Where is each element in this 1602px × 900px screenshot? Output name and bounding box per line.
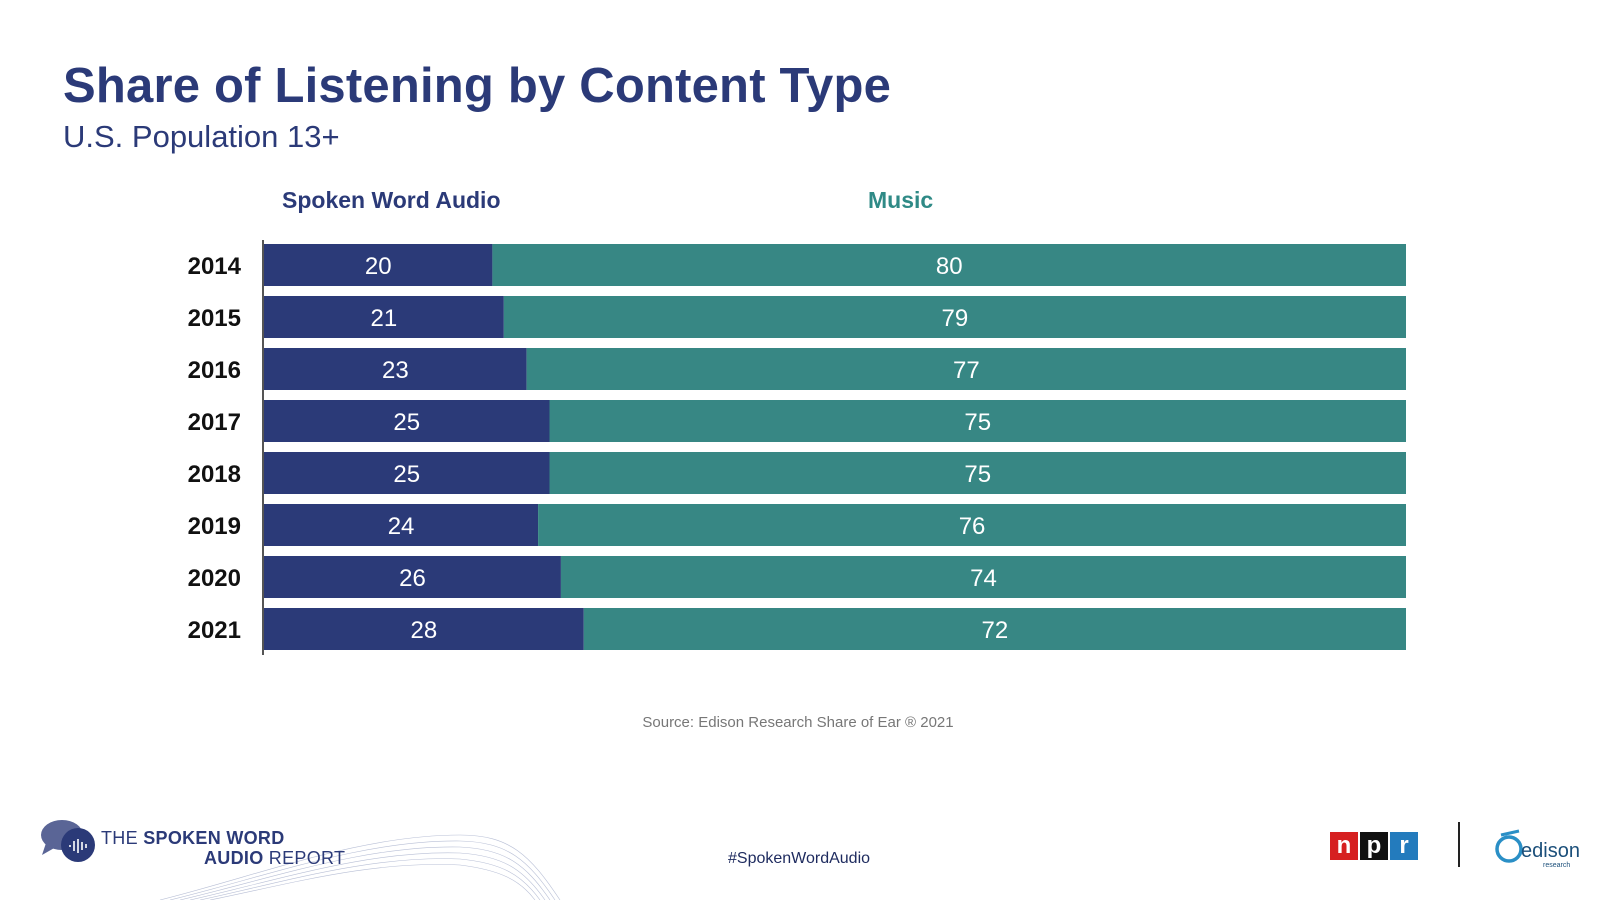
logo-divider xyxy=(1458,822,1460,867)
bar-spoken-2020 xyxy=(264,556,561,598)
bar-music-2015 xyxy=(503,296,1406,338)
bar-spoken-2015 xyxy=(264,296,504,338)
label-spoken-2020: 26 xyxy=(399,565,426,592)
label-music-2019: 76 xyxy=(959,513,986,540)
chart-title: Share of Listening by Content Type xyxy=(63,59,892,113)
label-music-2016: 77 xyxy=(953,357,980,384)
bar-music-2016 xyxy=(526,348,1406,390)
edison-research-logo: edison research xyxy=(1495,829,1580,869)
report-title-line1: THE SPOKEN WORD xyxy=(101,828,285,848)
wave-graphic xyxy=(159,834,561,900)
bar-spoken-2018 xyxy=(264,452,550,494)
label-spoken-2017: 25 xyxy=(393,409,420,436)
report-title-line2: AUDIO REPORT xyxy=(204,848,346,868)
bar-spoken-2014 xyxy=(264,244,493,286)
label-spoken-2014: 20 xyxy=(365,253,392,280)
npr-letter-r: r xyxy=(1390,832,1418,860)
label-spoken-2018: 25 xyxy=(393,461,420,488)
label-spoken-2019: 24 xyxy=(388,513,415,540)
label-music-2018: 75 xyxy=(964,461,991,488)
npr-letter-p: p xyxy=(1360,832,1388,860)
year-label-2019: 2019 xyxy=(188,513,241,540)
year-label-2016: 2016 xyxy=(188,357,241,384)
edison-wordmark: edison xyxy=(1521,840,1580,862)
bar-spoken-2019 xyxy=(264,504,539,546)
year-label-2014: 2014 xyxy=(188,253,242,280)
year-label-2018: 2018 xyxy=(188,461,241,488)
bar-spoken-2021 xyxy=(264,608,584,650)
bar-music-2018 xyxy=(549,452,1406,494)
label-music-2021: 72 xyxy=(982,617,1009,644)
year-label-2021: 2021 xyxy=(188,617,241,644)
legend-spoken-word: Spoken Word Audio xyxy=(282,187,501,213)
chart-subtitle: U.S. Population 13+ xyxy=(63,119,340,154)
year-label-2017: 2017 xyxy=(188,409,241,436)
edison-subtext: research xyxy=(1543,862,1570,869)
bar-music-2020 xyxy=(560,556,1406,598)
label-spoken-2016: 23 xyxy=(382,357,409,384)
year-label-2015: 2015 xyxy=(188,305,241,332)
stacked-bar-chart: 2014 20 80 2015 21 79 2016 23 77 2017 25 75 2018 25 75… xyxy=(188,240,1406,655)
label-spoken-2015: 21 xyxy=(371,305,398,332)
speech-bubble-icon xyxy=(41,820,95,862)
bar-music-2014 xyxy=(492,244,1406,286)
label-music-2017: 75 xyxy=(964,409,991,436)
label-music-2015: 79 xyxy=(942,305,969,332)
bar-spoken-2016 xyxy=(264,348,527,390)
bar-music-2021 xyxy=(583,608,1406,650)
label-music-2014: 80 xyxy=(936,253,963,280)
spoken-word-report-logo xyxy=(41,820,561,900)
bar-spoken-2017 xyxy=(264,400,550,442)
bar-group: 2014 20 80 2015 21 79 2016 23 77 2017 25 75 2018 25 75… xyxy=(188,244,1406,650)
bar-music-2019 xyxy=(538,504,1406,546)
label-spoken-2021: 28 xyxy=(411,617,438,644)
legend-music: Music xyxy=(868,187,934,213)
source-note: Source: Edison Research Share of Ear ® 2… xyxy=(642,714,954,731)
label-music-2020: 74 xyxy=(970,565,997,592)
bar-music-2017 xyxy=(549,400,1406,442)
year-label-2020: 2020 xyxy=(188,565,241,592)
hashtag: #SpokenWordAudio xyxy=(728,850,871,867)
npr-letter-n: n xyxy=(1330,832,1358,860)
npr-logo: n p r xyxy=(1330,832,1420,860)
